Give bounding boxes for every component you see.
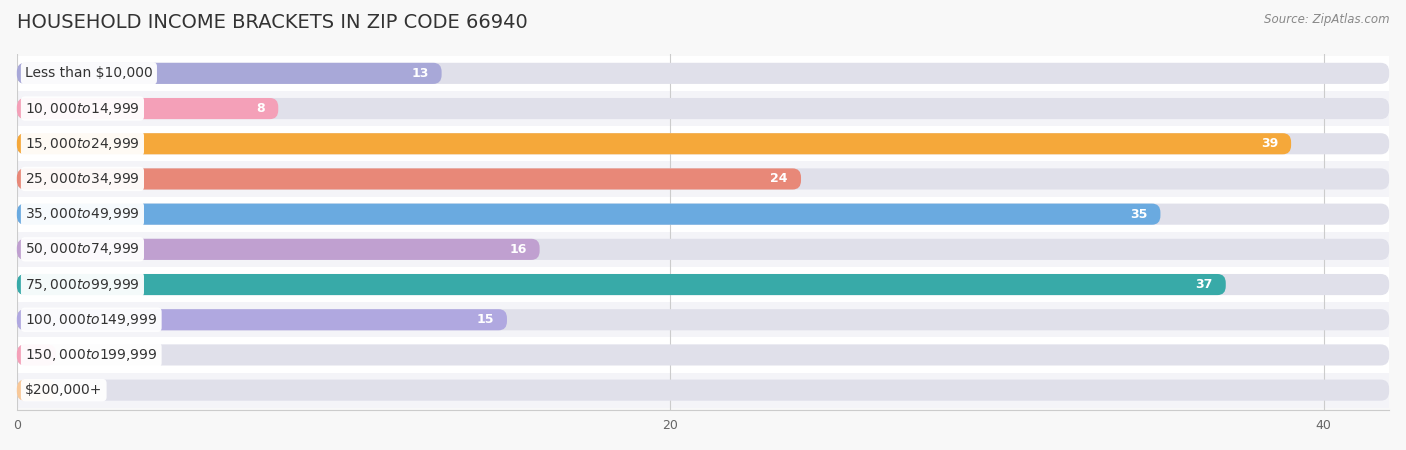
FancyBboxPatch shape bbox=[17, 239, 1389, 260]
FancyBboxPatch shape bbox=[17, 203, 1160, 225]
Text: $150,000 to $199,999: $150,000 to $199,999 bbox=[25, 347, 157, 363]
Text: $200,000+: $200,000+ bbox=[25, 383, 103, 397]
Bar bbox=[17, 197, 1389, 232]
FancyBboxPatch shape bbox=[17, 133, 1291, 154]
FancyBboxPatch shape bbox=[17, 239, 540, 260]
FancyBboxPatch shape bbox=[17, 133, 1389, 154]
FancyBboxPatch shape bbox=[17, 274, 1389, 295]
Text: Less than $10,000: Less than $10,000 bbox=[25, 66, 153, 81]
FancyBboxPatch shape bbox=[17, 309, 508, 330]
Bar bbox=[17, 338, 1389, 373]
FancyBboxPatch shape bbox=[17, 309, 1389, 330]
Bar bbox=[17, 232, 1389, 267]
Bar bbox=[17, 302, 1389, 338]
FancyBboxPatch shape bbox=[17, 63, 1389, 84]
Text: $35,000 to $49,999: $35,000 to $49,999 bbox=[25, 206, 139, 222]
Text: 0: 0 bbox=[76, 348, 84, 361]
Bar bbox=[17, 91, 1389, 126]
Bar bbox=[17, 126, 1389, 162]
Text: 16: 16 bbox=[509, 243, 527, 256]
FancyBboxPatch shape bbox=[17, 380, 56, 400]
FancyBboxPatch shape bbox=[17, 344, 56, 365]
Bar bbox=[17, 373, 1389, 408]
FancyBboxPatch shape bbox=[17, 203, 1389, 225]
Text: 24: 24 bbox=[770, 172, 787, 185]
Bar bbox=[17, 162, 1389, 197]
FancyBboxPatch shape bbox=[17, 168, 1389, 189]
Text: 0: 0 bbox=[76, 384, 84, 396]
Text: $100,000 to $149,999: $100,000 to $149,999 bbox=[25, 312, 157, 328]
Text: Source: ZipAtlas.com: Source: ZipAtlas.com bbox=[1264, 14, 1389, 27]
Text: $25,000 to $34,999: $25,000 to $34,999 bbox=[25, 171, 139, 187]
Text: 8: 8 bbox=[256, 102, 266, 115]
Text: 15: 15 bbox=[477, 313, 494, 326]
Text: $10,000 to $14,999: $10,000 to $14,999 bbox=[25, 100, 139, 117]
Text: HOUSEHOLD INCOME BRACKETS IN ZIP CODE 66940: HOUSEHOLD INCOME BRACKETS IN ZIP CODE 66… bbox=[17, 14, 527, 32]
Text: 39: 39 bbox=[1261, 137, 1278, 150]
Text: $75,000 to $99,999: $75,000 to $99,999 bbox=[25, 277, 139, 292]
Bar bbox=[17, 267, 1389, 302]
Text: 35: 35 bbox=[1130, 207, 1147, 220]
Text: 13: 13 bbox=[411, 67, 429, 80]
FancyBboxPatch shape bbox=[17, 380, 1389, 400]
FancyBboxPatch shape bbox=[17, 98, 1389, 119]
Bar bbox=[17, 56, 1389, 91]
FancyBboxPatch shape bbox=[17, 63, 441, 84]
Text: $50,000 to $74,999: $50,000 to $74,999 bbox=[25, 241, 139, 257]
FancyBboxPatch shape bbox=[17, 98, 278, 119]
FancyBboxPatch shape bbox=[17, 168, 801, 189]
FancyBboxPatch shape bbox=[17, 274, 1226, 295]
Text: 37: 37 bbox=[1195, 278, 1213, 291]
FancyBboxPatch shape bbox=[17, 344, 1389, 365]
Text: $15,000 to $24,999: $15,000 to $24,999 bbox=[25, 136, 139, 152]
